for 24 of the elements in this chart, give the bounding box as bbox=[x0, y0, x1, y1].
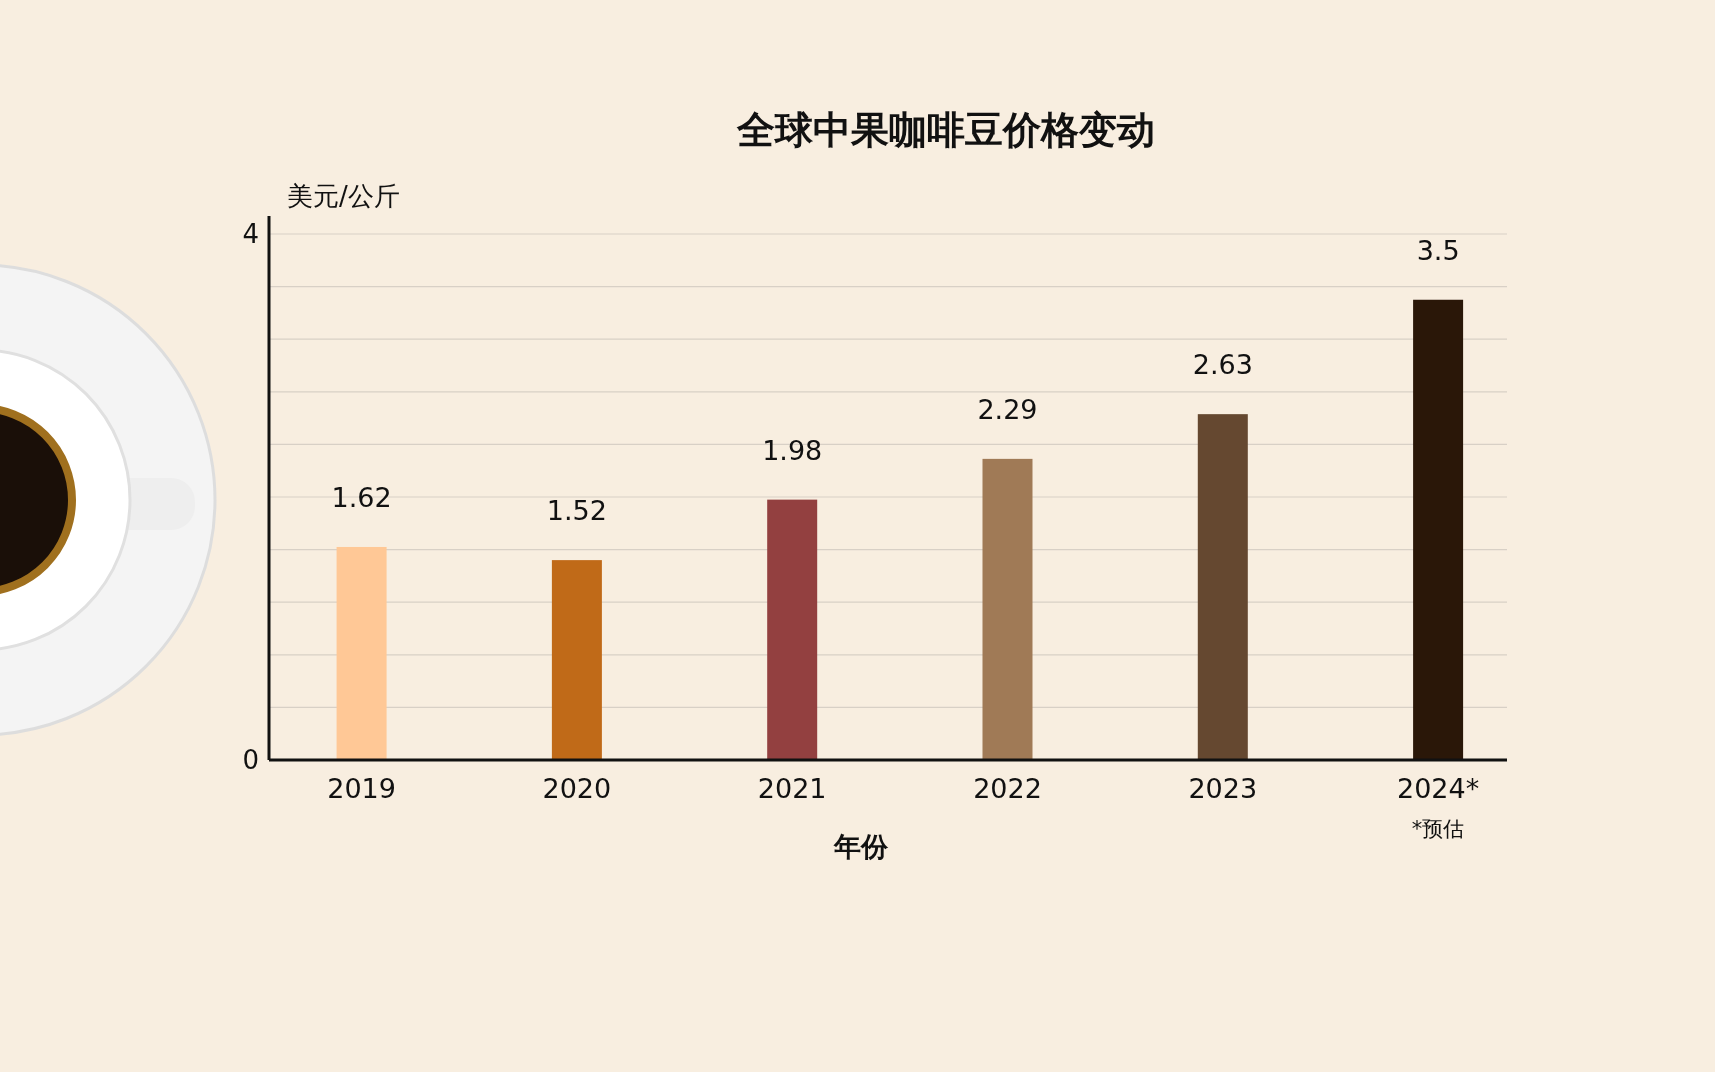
bar bbox=[1197, 414, 1248, 760]
x-tick-label: 2021 bbox=[757, 773, 827, 804]
bar bbox=[1413, 299, 1464, 760]
chart-title: 全球中果咖啡豆价格变动 bbox=[736, 108, 1155, 152]
x-tick-label: 2020 bbox=[542, 773, 612, 804]
bar bbox=[336, 546, 387, 760]
data-label: 2.63 bbox=[1192, 349, 1253, 381]
y-tick-label: 0 bbox=[242, 745, 259, 775]
data-label: 1.52 bbox=[546, 495, 607, 527]
x-axis-title: 年份 bbox=[833, 831, 889, 862]
data-label: 1.98 bbox=[762, 434, 823, 466]
y-tick-label: 4 bbox=[242, 219, 259, 249]
x-tick-label: 2022 bbox=[973, 773, 1042, 804]
bar bbox=[767, 499, 818, 760]
data-label: 1.62 bbox=[331, 481, 392, 513]
text: *预估 bbox=[1411, 817, 1465, 841]
x-tick-label: 2024* bbox=[1396, 773, 1480, 804]
bar bbox=[982, 458, 1033, 760]
data-label: 2.29 bbox=[977, 393, 1038, 425]
data-label: 3.5 bbox=[1416, 234, 1460, 266]
y-axis-title: 美元/公斤 bbox=[287, 181, 400, 211]
x-tick-label: 2023 bbox=[1188, 773, 1258, 804]
x-tick-label: 2019 bbox=[327, 773, 396, 804]
bar bbox=[551, 560, 602, 760]
